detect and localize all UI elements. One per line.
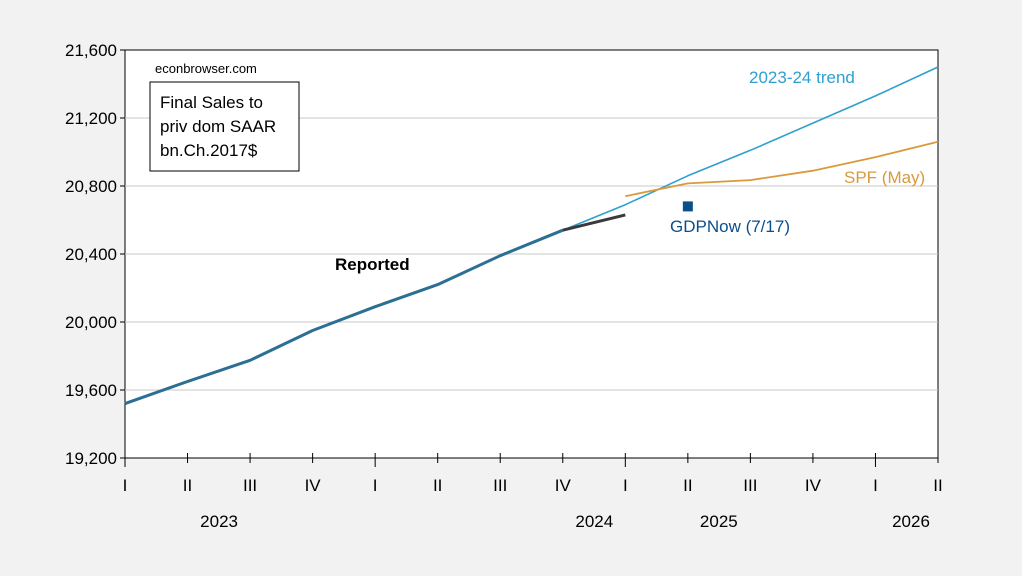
note-box: Final Sales to priv dom SAAR bn.Ch.2017$ — [149, 81, 300, 172]
reported-label: Reported — [335, 255, 410, 274]
x-year-label: 2026 — [892, 512, 930, 531]
x-quarter-label: IV — [555, 476, 572, 495]
x-year-label: 2023 — [200, 512, 238, 531]
y-tick-label: 19,600 — [65, 381, 117, 400]
reported_ext-line — [562, 213, 626, 232]
y-axis: 19,200 19,600 20,000 20,400 20,800 21,200 21,6… — [65, 41, 125, 468]
x-quarter-label: III — [743, 476, 757, 495]
y-tick-label: 21,200 — [65, 109, 117, 128]
reported-line — [124, 228, 564, 406]
note-line-3: bn.Ch.2017$ — [160, 141, 258, 160]
x-quarter-label: II — [183, 476, 192, 495]
y-tick-label: 20,000 — [65, 313, 117, 332]
x-quarter-label: II — [683, 476, 692, 495]
x-quarter-label: II — [433, 476, 442, 495]
note-line-1: Final Sales to — [160, 93, 263, 112]
x-quarter-label: IV — [305, 476, 322, 495]
trend-line — [499, 66, 939, 257]
spf-line — [625, 140, 939, 198]
x-quarter-label: I — [123, 476, 128, 495]
x-year-label: 2024 — [575, 512, 613, 531]
y-tick-label: 20,800 — [65, 177, 117, 196]
x-quarter-label: I — [373, 476, 378, 495]
y-tick-label: 20,400 — [65, 245, 117, 264]
note-box-frame — [149, 81, 300, 172]
y-tick-label: 19,200 — [65, 449, 117, 468]
x-year-label: 2025 — [700, 512, 738, 531]
spf-label: SPF (May) — [844, 168, 925, 187]
note-line-2: priv dom SAAR — [160, 117, 276, 136]
gdpnow-label: GDPNow (7/17) — [670, 217, 790, 236]
gdpnow-point — [682, 201, 693, 212]
x-quarter-label: III — [493, 476, 507, 495]
x-quarter-label: III — [243, 476, 257, 495]
x-quarter-label: I — [623, 476, 628, 495]
trend-label: 2023-24 trend — [749, 68, 855, 87]
source-label: econbrowser.com — [155, 61, 257, 76]
series-group — [124, 66, 939, 406]
x-quarter-label: I — [873, 476, 878, 495]
x-quarter-label: II — [933, 476, 942, 495]
y-tick-label: 21,600 — [65, 41, 117, 60]
x-quarter-label: IV — [805, 476, 822, 495]
